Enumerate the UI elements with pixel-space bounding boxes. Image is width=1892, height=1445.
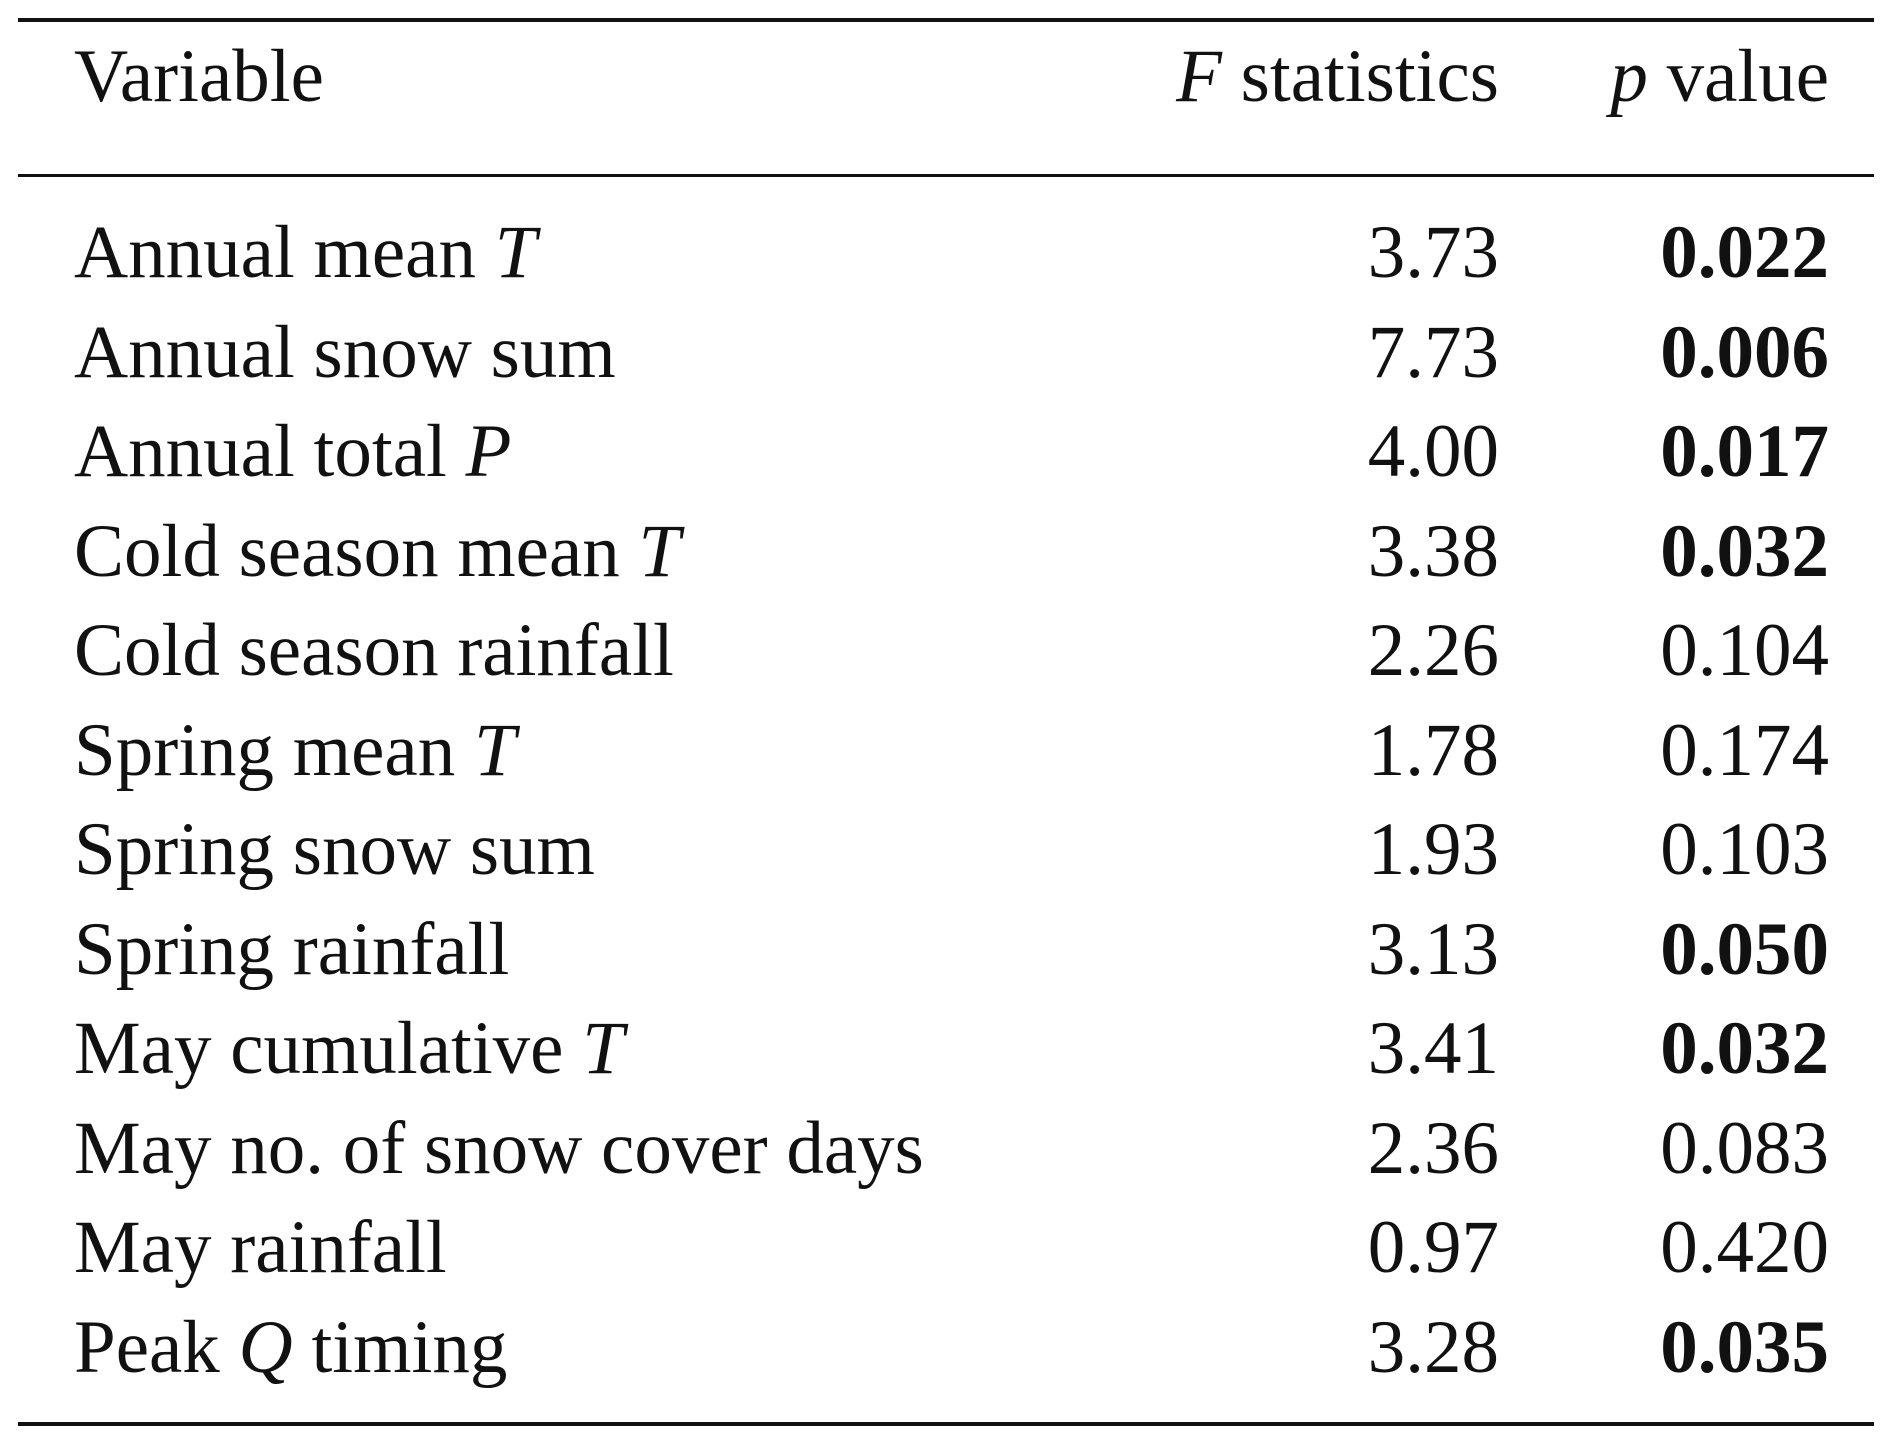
variable-symbol: T	[473, 709, 516, 792]
variable-symbol: Q	[238, 1306, 293, 1389]
variable-symbol: T	[638, 510, 681, 593]
variable-symbol: T	[494, 211, 537, 294]
cell-f-statistic: 3.13	[1367, 908, 1499, 991]
variable-text: Cold season rainfall	[74, 609, 674, 692]
header-f-statistics: F statistics	[1176, 27, 1499, 127]
cell-p-value: 0.104	[1660, 609, 1829, 692]
cell-f-statistic: 2.26	[1367, 609, 1499, 692]
header-f-text: statistics	[1221, 35, 1499, 118]
cell-variable: Annual total P	[74, 402, 511, 502]
cell-p-value: 0.050	[1660, 908, 1829, 991]
header-rule	[18, 174, 1874, 177]
variable-text: Annual mean	[74, 211, 495, 294]
cell-variable: Spring rainfall	[74, 900, 509, 1000]
table-row: Annual total P 4.00 0.017	[18, 402, 1874, 502]
cell-f-statistic: 4.00	[1367, 410, 1499, 493]
cell-p-value: 0.022	[1660, 211, 1829, 294]
cell-f-statistic: 7.73	[1367, 311, 1499, 394]
cell-variable: Annual snow sum	[74, 303, 616, 403]
variable-text: Annual total	[74, 410, 466, 493]
cell-p-value: 0.032	[1660, 510, 1829, 593]
table-row: Spring snow sum 1.93 0.103	[18, 800, 1874, 900]
table-row: Annual mean T 3.73 0.022	[18, 203, 1874, 303]
variable-text: Spring mean	[74, 709, 474, 792]
cell-variable: Spring mean T	[74, 701, 516, 801]
cell-f-statistic: 3.73	[1367, 211, 1499, 294]
cell-variable: Peak Q timing	[74, 1298, 507, 1398]
cell-p-value: 0.032	[1660, 1007, 1829, 1090]
table-row: Spring rainfall 3.13 0.050	[18, 900, 1874, 1000]
table-row: May rainfall 0.97 0.420	[18, 1198, 1874, 1298]
header-p-value: p value	[1610, 27, 1829, 127]
cell-p-value: 0.103	[1660, 808, 1829, 891]
cell-f-statistic: 3.28	[1367, 1306, 1499, 1389]
variable-text: Peak	[74, 1306, 239, 1389]
variable-text: May cumulative	[74, 1007, 583, 1090]
cell-f-statistic: 1.78	[1367, 709, 1499, 792]
header-p-symbol: p	[1610, 35, 1648, 118]
table-row: Annual snow sum 7.73 0.006	[18, 303, 1874, 403]
header-row: Variable F statistics p value	[18, 27, 1874, 127]
variable-symbol: P	[465, 410, 512, 493]
cell-variable: Spring snow sum	[74, 800, 595, 900]
variable-text: Cold season mean	[74, 510, 639, 593]
cell-p-value: 0.006	[1660, 311, 1829, 394]
header-f-symbol: F	[1176, 35, 1222, 118]
cell-p-value: 0.083	[1660, 1107, 1829, 1190]
cell-f-statistic: 3.38	[1367, 510, 1499, 593]
cell-f-statistic: 3.41	[1367, 1007, 1499, 1090]
cell-f-statistic: 0.97	[1367, 1206, 1499, 1289]
cell-p-value: 0.174	[1660, 709, 1829, 792]
header-variable: Variable	[74, 35, 324, 118]
table-row: Cold season rainfall 2.26 0.104	[18, 601, 1874, 701]
table-row: Cold season mean T 3.38 0.032	[18, 502, 1874, 602]
variable-text: May rainfall	[74, 1206, 447, 1289]
statistics-table: Variable F statistics p value Annual mea…	[18, 0, 1874, 1445]
variable-text: May no. of snow cover days	[74, 1107, 924, 1190]
cell-variable: Annual mean T	[74, 203, 536, 303]
cell-variable: May no. of snow cover days	[74, 1099, 924, 1199]
table-row: Spring mean T 1.78 0.174	[18, 701, 1874, 801]
cell-variable: Cold season rainfall	[74, 601, 674, 701]
table-row: May no. of snow cover days 2.36 0.083	[18, 1099, 1874, 1199]
cell-p-value: 0.035	[1660, 1306, 1829, 1389]
variable-suffix: timing	[292, 1306, 508, 1389]
header-p-text: value	[1647, 35, 1829, 118]
cell-f-statistic: 1.93	[1367, 808, 1499, 891]
cell-p-value: 0.017	[1660, 410, 1829, 493]
bottom-rule	[18, 1422, 1874, 1426]
table-row: Peak Q timing 3.28 0.035	[18, 1298, 1874, 1398]
cell-variable: May rainfall	[74, 1198, 447, 1298]
cell-p-value: 0.420	[1660, 1206, 1829, 1289]
variable-symbol: T	[582, 1007, 624, 1090]
cell-f-statistic: 2.36	[1367, 1107, 1499, 1190]
cell-variable: Cold season mean T	[74, 502, 680, 602]
cell-variable: May cumulative T	[74, 999, 624, 1099]
variable-text: Spring rainfall	[74, 908, 510, 991]
variable-text: Annual snow sum	[74, 311, 616, 394]
top-rule	[18, 18, 1874, 22]
variable-text: Spring snow sum	[74, 808, 595, 891]
table-row: May cumulative T 3.41 0.032	[18, 999, 1874, 1099]
